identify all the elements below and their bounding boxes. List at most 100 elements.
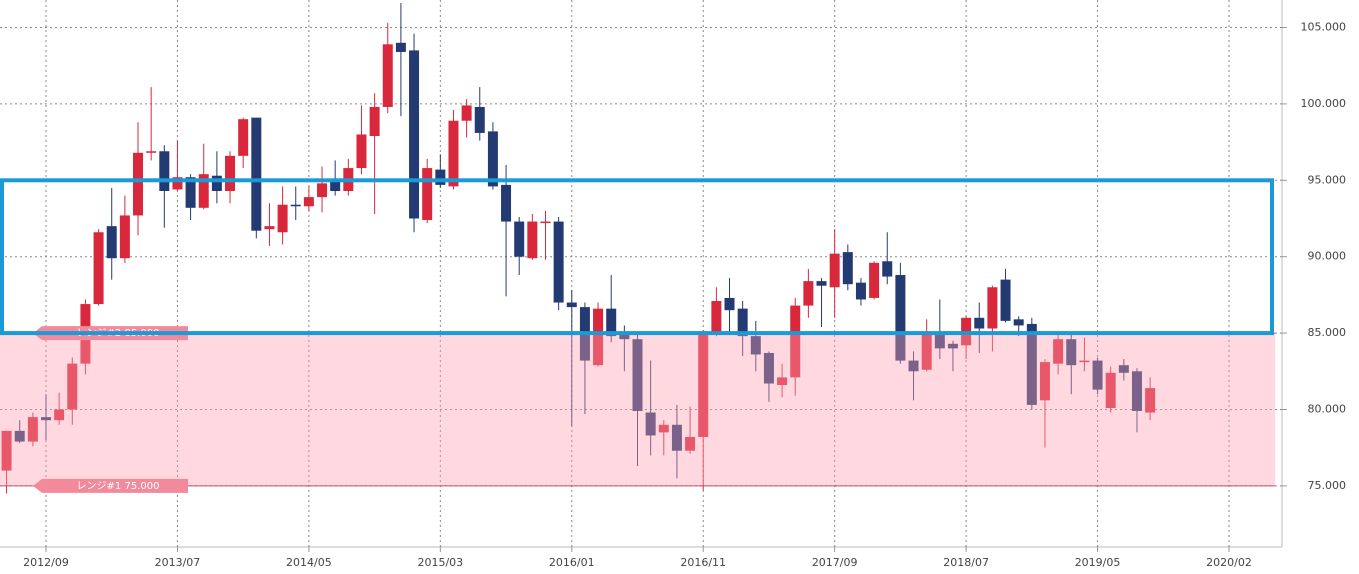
- candle-body: [238, 119, 249, 156]
- candle-body: [369, 106, 380, 136]
- candle-body: [632, 339, 643, 412]
- candle-body: [553, 221, 564, 303]
- candle-body: [106, 226, 117, 259]
- candle-body: [540, 221, 551, 224]
- y-tick-label: 85.000: [1308, 326, 1347, 339]
- candle-body: [987, 287, 998, 329]
- candle-body: [514, 221, 525, 257]
- candle-body: [855, 282, 866, 300]
- candle-body: [829, 253, 840, 288]
- candle-body: [882, 261, 893, 277]
- y-tick-label: 90.000: [1308, 250, 1347, 263]
- x-tick-label: 2012/09: [23, 556, 69, 569]
- candle-body: [1053, 339, 1064, 364]
- candle-body: [947, 343, 958, 349]
- range-tag: [33, 478, 188, 493]
- candle-body: [934, 331, 945, 349]
- x-tick-label: 2016/11: [680, 556, 726, 569]
- candle-body: [685, 436, 696, 451]
- candle-body: [435, 169, 446, 185]
- candle-body: [869, 262, 880, 298]
- y-tick-label: 105.000: [1301, 21, 1347, 34]
- candle-body: [67, 363, 78, 410]
- x-tick-label: 2017/09: [812, 556, 858, 569]
- candle-body: [1000, 279, 1011, 321]
- candle-body: [1105, 372, 1116, 408]
- candle-body: [14, 430, 25, 442]
- candle-body: [803, 281, 814, 306]
- candle-body: [1145, 388, 1156, 413]
- y-tick-label: 95.000: [1308, 173, 1347, 186]
- candle-body: [133, 152, 144, 216]
- x-tick-label: 2020/02: [1206, 556, 1252, 569]
- candle-body: [198, 174, 209, 208]
- candle-body: [724, 297, 735, 311]
- candle-body: [619, 333, 630, 340]
- candle-body: [146, 151, 157, 153]
- candle-body: [172, 177, 183, 190]
- candle-body: [593, 308, 604, 366]
- candle-body: [487, 131, 498, 187]
- candle-body: [277, 204, 288, 233]
- candle-body: [1079, 360, 1090, 363]
- candle-body: [251, 117, 262, 231]
- candle-body: [790, 305, 801, 378]
- candle-body: [763, 352, 774, 384]
- candle-body: [356, 134, 367, 169]
- candle-body: [211, 175, 222, 191]
- candle-body: [1131, 371, 1142, 412]
- candle-body: [409, 50, 420, 219]
- x-tick-label: 2015/03: [417, 556, 463, 569]
- candle-body: [501, 184, 512, 222]
- x-tick-label: 2018/07: [943, 556, 989, 569]
- x-tick-label: 2016/01: [549, 556, 595, 569]
- x-tick-label: 2019/05: [1075, 556, 1121, 569]
- candle-body: [119, 215, 130, 259]
- x-tick-label: 2013/07: [155, 556, 201, 569]
- candle-body: [645, 412, 656, 436]
- candle-body: [159, 151, 170, 191]
- range-label: レンジ#1 75.000: [77, 481, 160, 492]
- candle-body: [317, 183, 328, 198]
- candle-body: [330, 180, 341, 191]
- candle-body: [1, 430, 12, 471]
- candle-body: [1039, 362, 1050, 401]
- candle-body: [290, 204, 301, 207]
- candle-body: [448, 120, 459, 187]
- candle-body: [1092, 360, 1103, 390]
- candle-body: [54, 409, 65, 421]
- candle-body: [27, 417, 38, 442]
- candle-body: [698, 333, 709, 437]
- candle-body: [974, 317, 985, 329]
- y-tick-label: 75.000: [1308, 479, 1347, 492]
- candle-body: [527, 221, 538, 259]
- candle-body: [921, 331, 932, 370]
- candle-body: [382, 44, 393, 107]
- candle-body: [1026, 323, 1037, 405]
- candle-body: [1118, 365, 1129, 373]
- candle-body: [264, 226, 275, 230]
- candle-body: [816, 281, 827, 286]
- candle-body: [658, 424, 669, 433]
- candle-body: [842, 252, 853, 285]
- y-tick-label: 80.000: [1308, 402, 1347, 415]
- candle-body: [1066, 339, 1077, 366]
- candle-body: [395, 42, 406, 52]
- candle-body: [566, 302, 577, 308]
- x-tick-label: 2014/05: [286, 556, 332, 569]
- candle-body: [777, 377, 788, 386]
- candle-body: [1013, 319, 1024, 326]
- candle-body: [185, 177, 196, 208]
- candle-body: [671, 424, 682, 451]
- candle-body: [93, 232, 104, 305]
- candle-body: [711, 301, 722, 332]
- candle-body: [225, 155, 236, 191]
- candle-body: [461, 105, 472, 121]
- y-tick-label: 100.000: [1301, 97, 1347, 110]
- candle-body: [606, 308, 617, 337]
- candle-body: [908, 360, 919, 372]
- candle-body: [895, 275, 906, 361]
- candle-body: [737, 308, 748, 337]
